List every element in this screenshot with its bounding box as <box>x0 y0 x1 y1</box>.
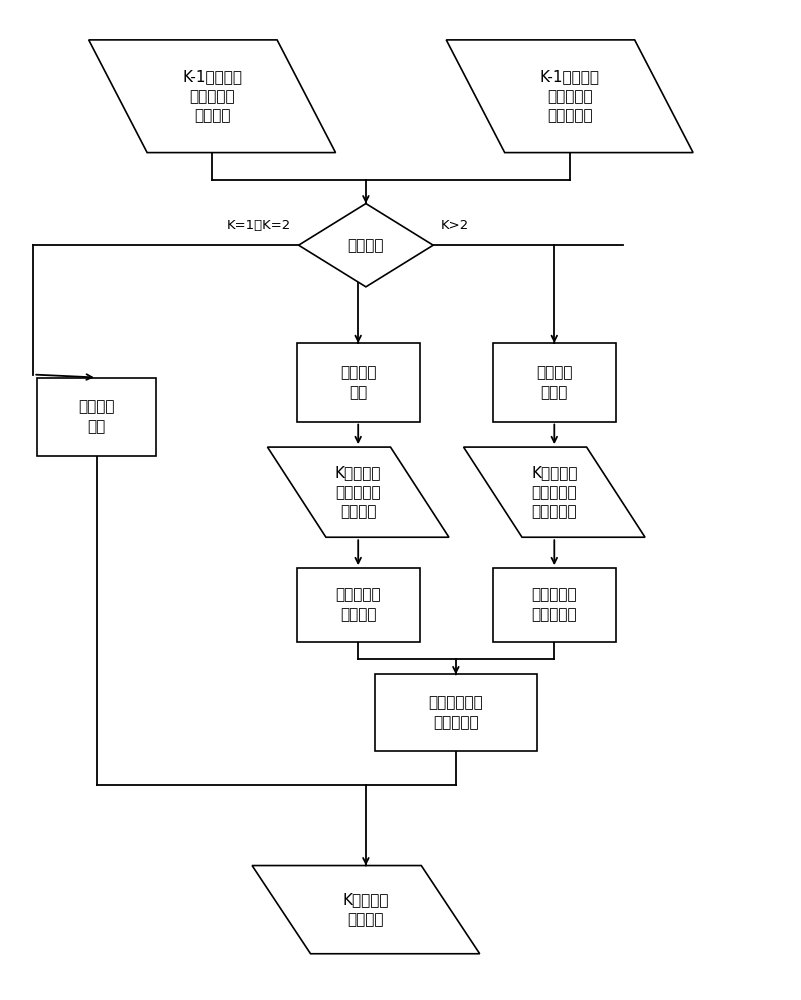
Bar <box>296 343 420 422</box>
Text: 标准模型的
概率计算: 标准模型的 概率计算 <box>336 587 381 622</box>
Text: K>2: K>2 <box>441 219 469 232</box>
Text: 自校准状
态方程: 自校准状 态方程 <box>536 365 573 400</box>
Text: K-1时刻自校
准卡尔曼滤
波后验估计: K-1时刻自校 准卡尔曼滤 波后验估计 <box>540 69 600 124</box>
Text: K=1或K=2: K=1或K=2 <box>227 219 291 232</box>
Text: 概率比较与先
验估计筛选: 概率比较与先 验估计筛选 <box>429 695 483 730</box>
Bar <box>37 378 156 456</box>
Text: K时刻自校
准卡尔曼滤
波先验估计: K时刻自校 准卡尔曼滤 波先验估计 <box>531 465 578 519</box>
Text: 自校准模型
的概率计算: 自校准模型 的概率计算 <box>532 587 577 622</box>
Polygon shape <box>89 40 336 153</box>
Polygon shape <box>464 447 645 537</box>
Text: 标准状态
方程: 标准状态 方程 <box>340 365 376 400</box>
Bar <box>375 674 537 751</box>
Text: 时刻检验: 时刻检验 <box>348 238 384 253</box>
Text: K-1时刻标准
卡尔曼滤波
后验估计: K-1时刻标准 卡尔曼滤波 后验估计 <box>182 69 242 124</box>
Text: K时刻标准
卡尔曼滤波
先验估计: K时刻标准 卡尔曼滤波 先验估计 <box>335 465 381 519</box>
Text: 标准状态
方程: 标准状态 方程 <box>78 399 115 434</box>
Bar <box>296 568 420 642</box>
Polygon shape <box>299 204 433 287</box>
Polygon shape <box>268 447 449 537</box>
Text: K时刻系统
先验估计: K时刻系统 先验估计 <box>343 892 389 927</box>
Polygon shape <box>446 40 693 153</box>
Bar <box>493 343 616 422</box>
Polygon shape <box>252 866 480 954</box>
Bar <box>493 568 616 642</box>
